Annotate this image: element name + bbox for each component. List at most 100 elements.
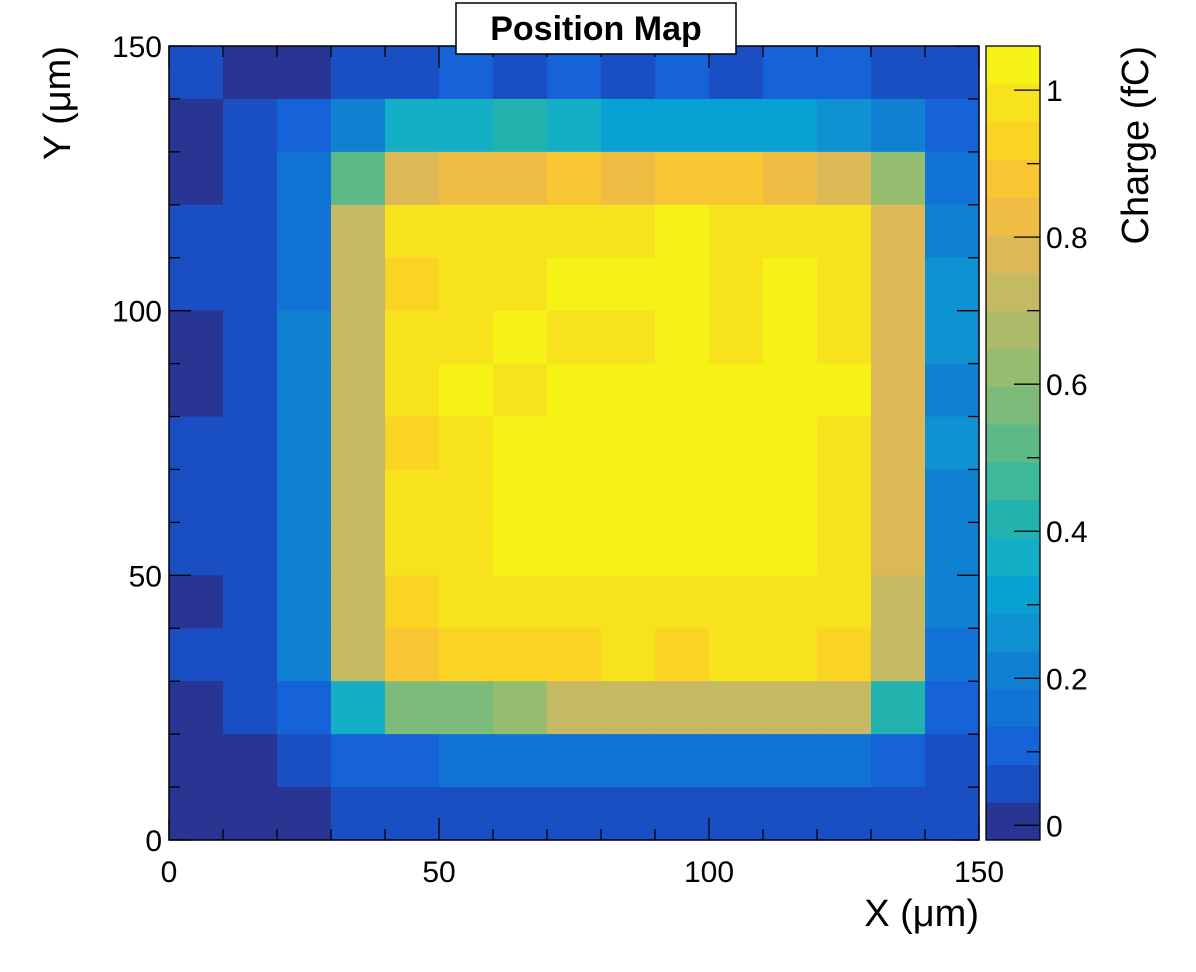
heatmap-cell: [871, 46, 926, 100]
heatmap-cell: [601, 628, 656, 682]
heatmap-cell: [277, 204, 332, 259]
heatmap-cell: [655, 469, 710, 523]
y-tick-label: 50: [129, 560, 162, 593]
heatmap-cell: [655, 734, 710, 788]
y-tick-label: 150: [112, 31, 162, 64]
heatmap-cell: [331, 575, 386, 629]
heatmap-cell: [385, 310, 440, 365]
heatmap-cell: [817, 46, 872, 100]
heatmap-cell: [493, 522, 548, 576]
colorbar-swatch: [986, 348, 1040, 387]
heatmap-cell: [493, 257, 548, 312]
heatmap-cell: [385, 257, 440, 312]
x-tick-label: 100: [684, 856, 734, 889]
heatmap-cell: [925, 734, 980, 788]
heatmap-cell: [331, 46, 386, 100]
heatmap-cell: [763, 204, 818, 259]
heatmap-cell: [709, 204, 764, 259]
heatmap-cell: [169, 787, 224, 841]
heatmap-cell: [655, 98, 710, 153]
heatmap-cell: [277, 681, 332, 735]
heatmap-cell: [547, 98, 602, 153]
heatmap-cell: [493, 575, 548, 629]
heatmap-cell: [871, 416, 926, 471]
heatmap-cell: [385, 204, 440, 259]
heatmap-cell: [655, 363, 710, 418]
heatmap-cell: [925, 46, 980, 100]
heatmap-cell: [331, 522, 386, 576]
heatmap-cell: [709, 522, 764, 576]
heatmap-cell: [493, 151, 548, 206]
heatmap-cell: [871, 787, 926, 841]
heatmap-cell: [547, 416, 602, 471]
heatmap-cell: [925, 522, 980, 576]
heatmap-cell: [709, 787, 764, 841]
heatmap-cell: [763, 98, 818, 153]
chart-title-box: Position Map: [455, 2, 737, 55]
heatmap-cell: [763, 522, 818, 576]
chart-title: Position Map: [490, 10, 702, 48]
heatmap-cell: [439, 734, 494, 788]
heatmap-cell: [547, 46, 602, 100]
heatmap-cell: [493, 681, 548, 735]
heatmap-cell: [925, 469, 980, 523]
heatmap-cell: [385, 681, 440, 735]
heatmap-cell: [601, 310, 656, 365]
heatmap-cell: [547, 522, 602, 576]
heatmap-cell: [709, 98, 764, 153]
colorbar-swatch: [986, 46, 1040, 85]
heatmap-cell: [763, 681, 818, 735]
heatmap-cell: [277, 787, 332, 841]
heatmap-cell: [763, 257, 818, 312]
heatmap-cell: [223, 46, 278, 100]
heatmap-cell: [709, 628, 764, 682]
heatmap-cell: [439, 575, 494, 629]
heatmap-cell: [655, 151, 710, 206]
heatmap-cell: [385, 575, 440, 629]
heatmap-cell: [223, 522, 278, 576]
heatmap-cell: [331, 363, 386, 418]
heatmap-cell: [709, 257, 764, 312]
heatmap-cell: [439, 257, 494, 312]
heatmap-cell: [601, 204, 656, 259]
heatmap-cell: [763, 363, 818, 418]
heatmap-cell: [601, 522, 656, 576]
heatmap-cell: [763, 734, 818, 788]
heatmap-cell: [223, 363, 278, 418]
heatmap-cell: [169, 734, 224, 788]
heatmap-cell: [331, 469, 386, 523]
colorbar-swatch: [986, 386, 1040, 425]
heatmap-cell: [547, 575, 602, 629]
heatmap-cell: [601, 257, 656, 312]
heatmap-cell: [817, 628, 872, 682]
heatmap-cell: [925, 204, 980, 259]
heatmap-cell: [169, 204, 224, 259]
heatmap-cell: [817, 734, 872, 788]
heatmap-cell: [871, 257, 926, 312]
heatmap-cell: [385, 628, 440, 682]
heatmap-cell: [169, 363, 224, 418]
colorbar-swatch: [986, 650, 1040, 690]
heatmap-cell: [547, 204, 602, 259]
heatmap-cell: [709, 363, 764, 418]
heatmap-cell: [925, 151, 980, 206]
heatmap-cell: [331, 787, 386, 841]
heatmap-cell: [655, 310, 710, 365]
colorbar-tick-labels: 0 0.2 0.4 0.6 0.8 1: [1046, 75, 1088, 843]
heatmap-cell: [547, 151, 602, 206]
heatmap-cell: [439, 204, 494, 259]
heatmap-cell: [655, 787, 710, 841]
heatmap-cell: [709, 151, 764, 206]
heatmap-cell: [223, 151, 278, 206]
heatmap-cell: [169, 416, 224, 471]
y-axis-title: Y (μm): [37, 46, 79, 160]
heatmap-cell: [709, 416, 764, 471]
x-tick-label: 0: [161, 856, 178, 889]
heatmap-cell: [277, 575, 332, 629]
colorbar-swatch: [986, 764, 1040, 803]
heatmap-cell: [709, 310, 764, 365]
colorbar-swatch: [986, 310, 1040, 350]
colorbar-tick-label: 1: [1046, 75, 1063, 108]
colorbar-swatch: [986, 272, 1040, 312]
heatmap-cells: [169, 46, 980, 841]
